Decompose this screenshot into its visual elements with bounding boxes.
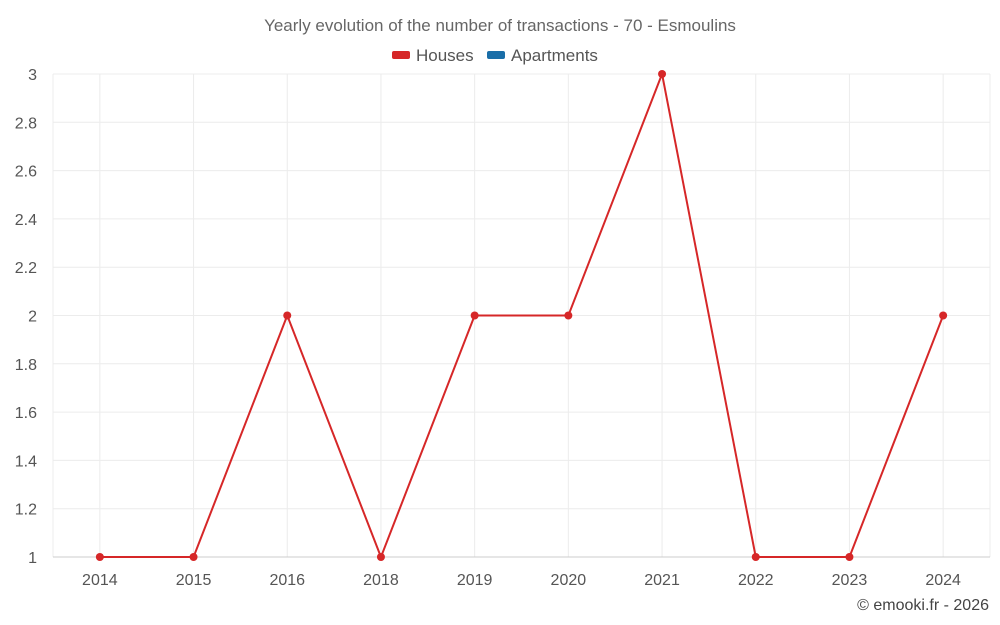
x-tick-label: 2014 — [82, 572, 118, 589]
y-tick-label: 1.8 — [15, 357, 37, 374]
chart-title: Yearly evolution of the number of transa… — [264, 16, 736, 35]
y-tick-label: 2.6 — [15, 164, 37, 181]
y-tick-label: 1.2 — [15, 502, 37, 519]
data-point-houses[interactable] — [564, 311, 573, 320]
y-tick-label: 1.6 — [15, 405, 37, 422]
legend: Houses Apartments — [392, 46, 598, 65]
legend-item-houses[interactable]: Houses — [392, 46, 474, 65]
legend-item-apartments[interactable]: Apartments — [487, 46, 598, 65]
x-tick-label: 2015 — [176, 572, 212, 589]
x-tick-label: 2024 — [925, 572, 961, 589]
x-tick-label: 2023 — [832, 572, 868, 589]
y-tick-label: 1 — [28, 550, 37, 567]
data-point-houses[interactable] — [283, 311, 292, 320]
legend-label-houses: Houses — [416, 46, 474, 65]
data-point-houses[interactable] — [658, 70, 667, 78]
credit-text: © emooki.fr - 2026 — [857, 597, 989, 614]
axes: 1 1.2 1.4 1.6 1.8 2 2.2 2.4 2.6 2.8 3 2014 2015 2016 2… — [15, 67, 990, 589]
y-tick-label: 2.2 — [15, 260, 37, 277]
y-tick-label: 2 — [28, 309, 37, 326]
data-point-houses[interactable] — [751, 553, 760, 561]
data-point-houses[interactable] — [845, 553, 854, 561]
y-tick-label: 2.4 — [15, 212, 37, 229]
series-line-houses — [99, 73, 945, 558]
data-point-houses[interactable] — [95, 553, 104, 561]
x-tick-label: 2021 — [644, 572, 680, 589]
data-point-houses[interactable] — [376, 553, 385, 561]
legend-label-apartments: Apartments — [511, 46, 598, 65]
y-tick-label: 3 — [28, 67, 37, 84]
data-point-houses[interactable] — [470, 311, 479, 320]
data-point-houses[interactable] — [189, 553, 198, 561]
x-tick-label: 2019 — [457, 572, 493, 589]
series — [95, 70, 948, 561]
y-tick-label: 2.8 — [15, 115, 37, 132]
legend-swatch-apartments — [487, 51, 505, 59]
data-point-houses[interactable] — [939, 311, 948, 320]
x-tick-label: 2016 — [269, 572, 305, 589]
x-tick-label: 2020 — [551, 572, 587, 589]
x-tick-label: 2022 — [738, 572, 774, 589]
legend-swatch-houses — [392, 51, 410, 59]
y-tick-label: 1.4 — [15, 453, 37, 470]
x-tick-label: 2018 — [363, 572, 399, 589]
